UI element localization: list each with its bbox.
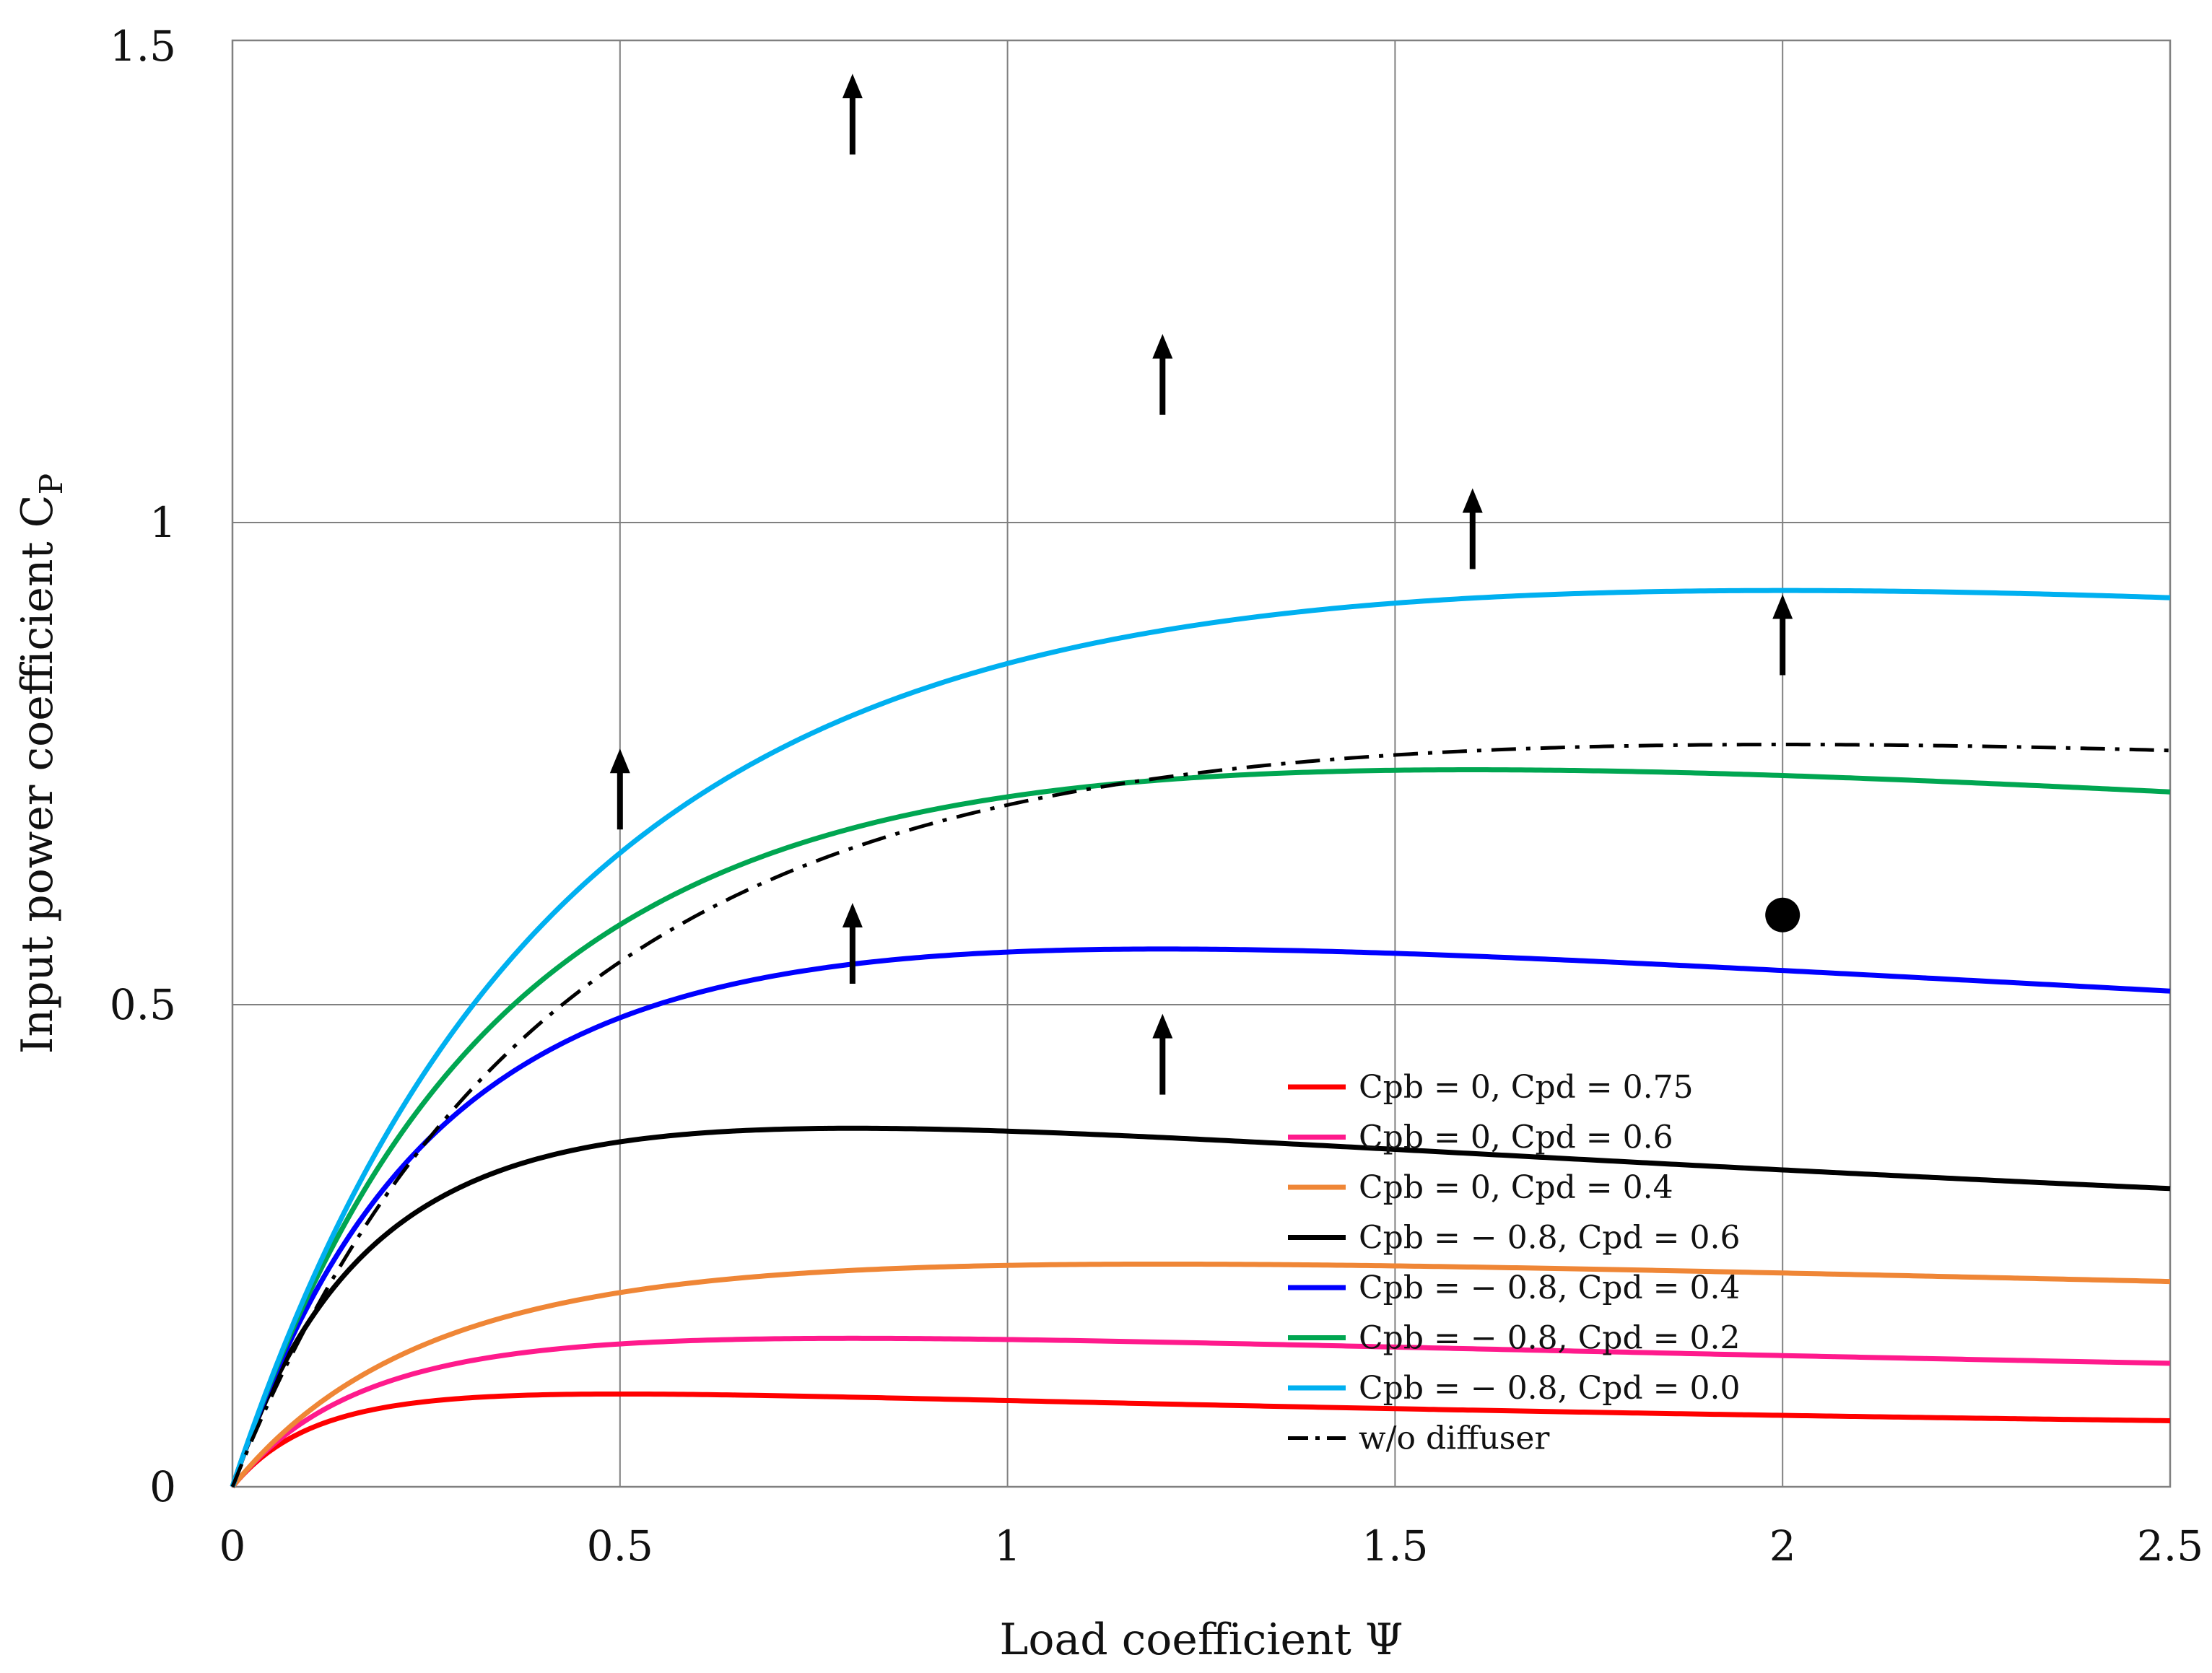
x-tick-label: 1 [994, 1521, 1021, 1571]
peak-arrow [842, 903, 863, 984]
svg-text:Input power coefficient CP: Input power coefficient CP [12, 473, 70, 1054]
peak-arrow [1462, 488, 1483, 569]
betz-limit-marker [1765, 897, 1800, 932]
legend-label: Cpb = 0, Cpd = 0.4 [1359, 1169, 1673, 1206]
legend-label: Cpb = 0, Cpd = 0.75 [1359, 1069, 1694, 1106]
peak-arrow [1152, 1013, 1173, 1095]
series-line-8 [230, 743, 2171, 1488]
series-line-5 [230, 946, 2171, 1488]
x-tick-label: 0 [219, 1521, 246, 1571]
legend-entry: Cpb = − 0.8, Cpd = 0.4 [1288, 1270, 1740, 1306]
series-line-7 [230, 587, 2171, 1488]
legend-label: Cpb = − 0.8, Cpd = 0.4 [1359, 1270, 1740, 1306]
legend-entry: Cpb = − 0.8, Cpd = 0.2 [1288, 1320, 1740, 1357]
legend-entry: Cpb = − 0.8, Cpd = 0.6 [1288, 1220, 1740, 1257]
peak-arrow [1772, 594, 1793, 676]
y-axis-title: Input power coefficient C [12, 494, 63, 1054]
peak-arrow [842, 74, 863, 155]
x-tick-label: 2 [1769, 1521, 1796, 1571]
grid-lines [232, 40, 2170, 1487]
arrow-group [609, 74, 1793, 1095]
x-axis-title: Load coefficient Ψ [999, 1615, 1403, 1665]
legend-label: w/o diffuser [1359, 1420, 1550, 1457]
legend-entry: w/o diffuser [1288, 1420, 1550, 1457]
x-tick-label: 2.5 [2137, 1521, 2203, 1571]
x-tick-label: 1.5 [1362, 1521, 1428, 1571]
legend: Cpb = 0, Cpd = 0.75 Cpb = 0, Cpd = 0.6 Cpb… [1288, 1069, 1740, 1457]
plot-frame [231, 39, 2172, 1488]
legend-label: Cpb = 0, Cpd = 0.6 [1359, 1119, 1673, 1156]
y-axis-title-group: Input power coefficient CP [12, 473, 70, 1054]
y-tick-label: 0.5 [110, 980, 176, 1029]
y-tick-labels: 0 0.5 1 1.5 [110, 22, 176, 1511]
peak-arrow [609, 748, 630, 830]
series-line-1 [230, 1391, 2171, 1489]
x-tick-label: 0.5 [587, 1521, 653, 1571]
series-line-2 [230, 1335, 2171, 1489]
legend-entry: Cpb = 0, Cpd = 0.4 [1288, 1169, 1673, 1206]
legend-label: Cpb = − 0.8, Cpd = 0.2 [1359, 1320, 1740, 1357]
series-line-3 [230, 1261, 2171, 1489]
y-axis-title-subscript: P [33, 473, 70, 495]
peak-arrow [1152, 333, 1173, 415]
y-tick-label: 1 [149, 498, 176, 547]
series-line-4 [230, 1125, 2171, 1488]
marker-group [1765, 897, 1800, 932]
y-tick-label: 1.5 [110, 22, 176, 71]
legend-label: Cpb = − 0.8, Cpd = 0.0 [1359, 1370, 1740, 1407]
legend-entry: Cpb = 0, Cpd = 0.75 [1288, 1069, 1694, 1106]
y-tick-label: 0 [149, 1462, 176, 1511]
legend-label: Cpb = − 0.8, Cpd = 0.6 [1359, 1220, 1740, 1257]
series-line-6 [230, 767, 2171, 1488]
legend-entry: Cpb = − 0.8, Cpd = 0.0 [1288, 1370, 1740, 1407]
curve-group [230, 587, 2171, 1489]
x-tick-labels: 0 0.5 1 1.5 2 2.5 [219, 1521, 2204, 1571]
legend-entry: Cpb = 0, Cpd = 0.6 [1288, 1119, 1673, 1156]
